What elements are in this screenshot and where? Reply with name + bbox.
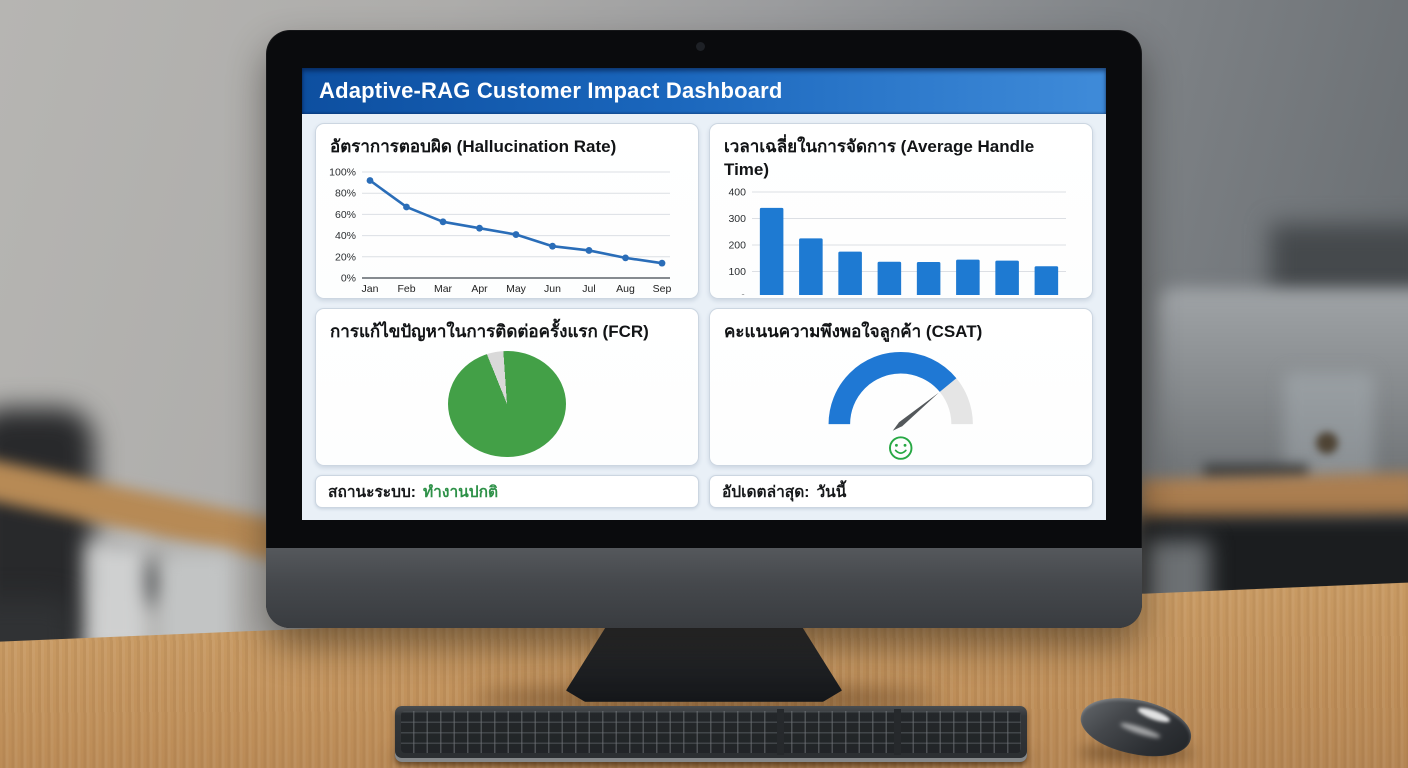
svg-text:Apr: Apr [471, 283, 488, 295]
last-updated-value: วันนี้ [816, 484, 847, 501]
svg-text:May: May [506, 283, 527, 295]
svg-text:Jan: Jan [362, 283, 379, 295]
system-status-label: สถานะระบบ: [328, 484, 416, 501]
dashboard-header: Adaptive-RAG Customer Impact Dashboard [302, 68, 1106, 114]
webcam-dot-icon [696, 42, 705, 51]
panel-csat: คะแนนความพึงพอใจลูกค้า (CSAT) [709, 308, 1093, 466]
svg-text:Sep: Sep [653, 283, 672, 295]
keyboard [395, 706, 1027, 762]
panel-hallucination-rate: อัตราการตอบผิด (Hallucination Rate) 0% 20… [315, 123, 699, 299]
hallucination-line-chart: 0% 20% 40% 60% 80% 100% Jan Feb Mar Apr May Jun Jul A… [329, 167, 672, 296]
handle-time-bar-chart: 01002003004003enหเuค3ๅ[คudouutflaftanSeu… [728, 187, 1066, 296]
svg-text:0%: 0% [341, 273, 356, 285]
svg-text:Aug: Aug [616, 283, 635, 295]
monitor-chin [266, 548, 1142, 628]
panel-fcr: การแก้ไขปัญหาในการติดต่อครั้งแรก (FCR) [315, 308, 699, 466]
svg-text:Jun: Jun [544, 283, 561, 295]
panel-title-average-handle-time: เวลาเฉลี่ยในการจัดการ (Average Handle Ti… [724, 137, 1035, 179]
svg-text:80%: 80% [335, 188, 356, 200]
svg-text:100%: 100% [329, 167, 356, 179]
panel-average-handle-time: เวลาเฉลี่ยในการจัดการ (Average Handle Ti… [709, 123, 1093, 299]
keyboard-keys [401, 711, 1021, 753]
csat-gauge-chart [828, 351, 974, 460]
svg-text:40%: 40% [335, 230, 356, 242]
fcr-pie-chart [448, 351, 566, 457]
system-status-bar: สถานะระบบ: ทำงานปกติ [315, 475, 699, 508]
background-monitor-cable-hole [1316, 432, 1338, 454]
svg-text:20%: 20% [335, 251, 356, 263]
svg-text:Feb: Feb [397, 283, 415, 295]
dashboard-title: Adaptive-RAG Customer Impact Dashboard [319, 78, 783, 103]
panel-title-csat: คะแนนความพึงพอใจลูกค้า (CSAT) [724, 322, 983, 341]
keyboard-nav-gap [777, 709, 785, 755]
system-status-value: ทำงานปกติ [422, 484, 499, 501]
last-updated-label: อัปเดตล่าสุด: [722, 484, 810, 501]
monitor: Adaptive-RAG Customer Impact Dashboard อ… [266, 30, 1142, 628]
dashboard-screen: Adaptive-RAG Customer Impact Dashboard อ… [302, 68, 1106, 520]
keyboard-numpad-gap [894, 709, 902, 755]
svg-text:400: 400 [728, 187, 746, 199]
csat-gauge-wrap [710, 346, 1092, 465]
svg-text:300: 300 [728, 213, 746, 225]
panel-title-fcr: การแก้ไขปัญหาในการติดต่อครั้งแรก (FCR) [330, 322, 649, 341]
monitor-stand [566, 620, 842, 702]
last-updated-bar: อัปเดตล่าสุด: วันนี้ [709, 475, 1093, 508]
svg-text:Mar: Mar [434, 283, 453, 295]
svg-text:200: 200 [728, 240, 746, 252]
dashboard-body: อัตราการตอบผิด (Hallucination Rate) 0% 20… [302, 114, 1106, 517]
panel-title-hallucination-rate: อัตราการตอบผิด (Hallucination Rate) [330, 137, 617, 156]
svg-text:0: 0 [740, 293, 746, 296]
svg-text:100: 100 [728, 266, 746, 278]
svg-text:Jul: Jul [582, 283, 595, 295]
svg-text:60%: 60% [335, 209, 356, 221]
